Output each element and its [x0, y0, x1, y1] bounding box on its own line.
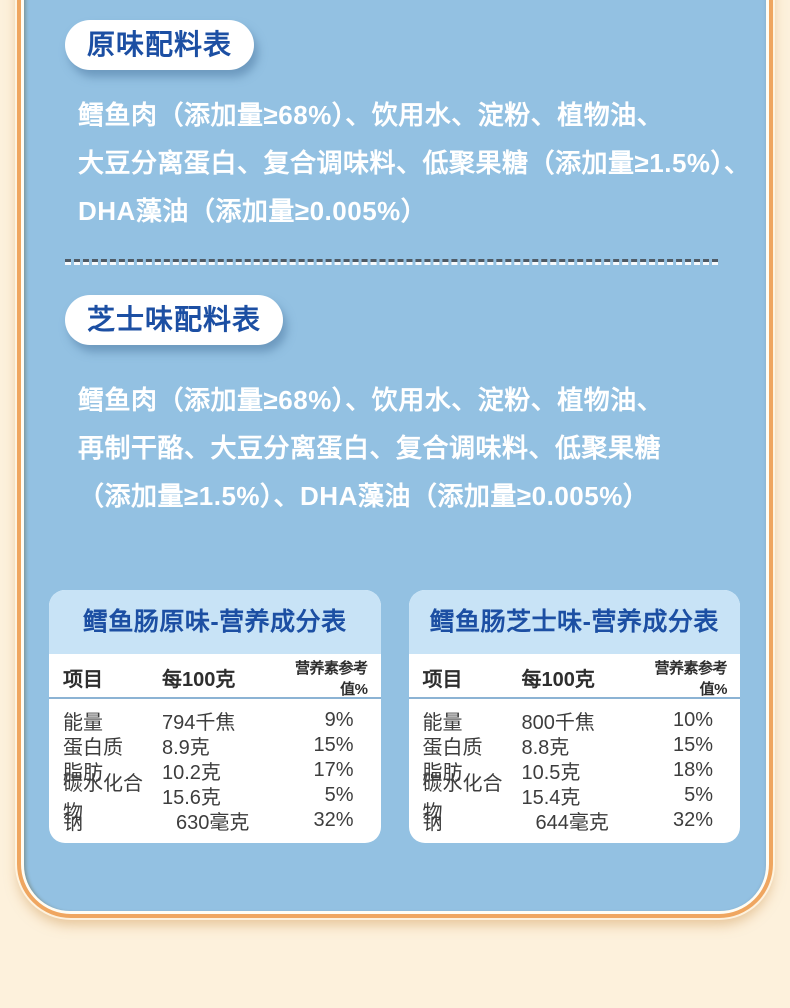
nutrient-value: 8.8克 — [521, 737, 570, 759]
table-row: 蛋白质 8.8克 15% — [422, 733, 728, 759]
nutrition-card-title: 鳕鱼肠芝士味-营养成分表 — [408, 590, 740, 654]
dashed-section-divider — [65, 259, 718, 266]
original-ingredients-text: 鳕鱼肉（添加量≥68%）、饮用水、淀粉、植物油、 大豆分离蛋白、复合调味料、低聚… — [78, 91, 766, 235]
nutrient-name: 能量 — [63, 712, 103, 734]
nutrient-name: 碳水化合物 — [422, 772, 503, 824]
table-row: 脂肪 10.2克 17% — [63, 758, 368, 784]
cheese-flavor-badge: 芝士味配料表 — [65, 295, 284, 345]
table-row: 蛋白质 8.9克 15% — [63, 733, 368, 759]
table-row: 钠 630毫克 32% — [63, 808, 368, 834]
blue-content-panel: 原味配料表 鳕鱼肉（添加量≥68%）、饮用水、淀粉、植物油、 大豆分离蛋白、复合… — [24, 0, 766, 911]
table-row: 能量 794千焦 9% — [63, 708, 368, 734]
nutrient-name: 蛋白质 — [63, 737, 123, 759]
nutrient-value: 8.9克 — [162, 737, 210, 759]
nutrient-name: 蛋白质 — [422, 737, 483, 759]
nutrient-nrv: 15% — [313, 734, 354, 756]
nutrient-value: 800千焦 — [521, 712, 595, 734]
header-nrv-percent: 营养素参考值% — [654, 659, 727, 698]
table-row: 脂肪 10.5克 18% — [422, 758, 728, 784]
table-row: 碳水化合物 15.6克 5% — [63, 773, 368, 824]
nutrient-nrv: 15% — [672, 734, 713, 756]
ingredients-line: 鳕鱼肉（添加量≥68%）、饮用水、淀粉、植物油、 — [78, 385, 664, 415]
nutrient-nrv: 17% — [313, 759, 354, 781]
nutrient-nrv: 5% — [324, 784, 354, 806]
original-flavor-badge: 原味配料表 — [65, 20, 255, 70]
table-row: 碳水化合物 15.4克 5% — [423, 773, 728, 824]
nutrient-nrv: 32% — [313, 809, 354, 831]
nutrient-name: 钠 — [422, 812, 443, 834]
nutrient-nrv: 9% — [324, 709, 354, 731]
table-rows: 能量 794千焦 9% 蛋白质 8.9克 15% 脂肪 10.2克 17 — [63, 699, 368, 834]
nutrient-name: 能量 — [422, 712, 463, 734]
table-header-row: 项目 每100克 营养素参考值% — [408, 654, 740, 699]
nutrition-table: 项目 每100克 营养素参考值% 能量 794千焦 9% 蛋白质 8.9克 — [49, 654, 381, 834]
header-item: 项目 — [63, 669, 103, 691]
nutrition-table: 项目 每100克 营养素参考值% 能量 800千焦 10% 蛋白质 8.8克 — [408, 654, 740, 834]
nutrient-nrv: 18% — [672, 759, 713, 781]
ingredients-line: 再制干酪、大豆分离蛋白、复合调味料、低聚果糖 — [78, 433, 662, 463]
nutrient-nrv: 10% — [672, 709, 713, 731]
cheese-ingredients-text: 鳕鱼肉（添加量≥68%）、饮用水、淀粉、植物油、 再制干酪、大豆分离蛋白、复合调… — [78, 376, 766, 520]
ingredients-line: 鳕鱼肉（添加量≥68%）、饮用水、淀粉、植物油、 — [78, 100, 664, 130]
nutrition-card-cheese: 鳕鱼肠芝士味-营养成分表 项目 每100克 营养素参考值% 能量 800千焦 1… — [408, 590, 740, 843]
ingredients-line: DHA藻油（添加量≥0.005%） — [78, 196, 428, 226]
header-per-100g: 每100克 — [521, 669, 595, 691]
nutrient-name: 钠 — [63, 812, 83, 834]
nutrient-nrv: 32% — [672, 809, 713, 831]
nutrient-value: 15.6克 — [162, 787, 221, 809]
nutrient-name: 脂肪 — [422, 762, 463, 784]
header-item: 项目 — [422, 669, 463, 691]
table-header-row: 项目 每100克 营养素参考值% — [49, 654, 381, 699]
header-per-100g: 每100克 — [162, 669, 236, 691]
header-nrv-percent: 营养素参考值% — [294, 659, 368, 698]
nutrient-name: 脂肪 — [63, 762, 103, 784]
table-row: 钠 644毫克 32% — [422, 808, 728, 834]
nutrient-nrv: 5% — [684, 784, 713, 806]
nutrient-value: 10.5克 — [521, 762, 581, 784]
table-row: 能量 800千焦 10% — [422, 708, 728, 734]
ingredients-line: 大豆分离蛋白、复合调味料、低聚果糖（添加量≥1.5%）、 — [78, 148, 751, 178]
nutrient-value: 794千焦 — [162, 712, 236, 734]
nutrition-card-original: 鳕鱼肠原味-营养成分表 项目 每100克 营养素参考值% 能量 794千焦 9% — [49, 590, 381, 843]
ingredients-line: （添加量≥1.5%）、DHA藻油（添加量≥0.005%） — [78, 481, 650, 511]
golden-frame-border: 原味配料表 鳕鱼肉（添加量≥68%）、饮用水、淀粉、植物油、 大豆分离蛋白、复合… — [17, 0, 773, 918]
table-rows: 能量 800千焦 10% 蛋白质 8.8克 15% 脂肪 10.5克 1 — [422, 699, 728, 834]
nutrition-card-title: 鳕鱼肠原味-营养成分表 — [49, 590, 381, 654]
nutrient-name: 碳水化合物 — [63, 772, 143, 824]
nutrient-value: 10.2克 — [162, 762, 221, 784]
nutrient-value: 15.4克 — [521, 787, 581, 809]
nutrient-value: 644毫克 — [535, 812, 609, 834]
nutrition-cards-row: 鳕鱼肠原味-营养成分表 项目 每100克 营养素参考值% 能量 794千焦 9% — [49, 590, 740, 843]
nutrient-value: 630毫克 — [176, 812, 250, 834]
